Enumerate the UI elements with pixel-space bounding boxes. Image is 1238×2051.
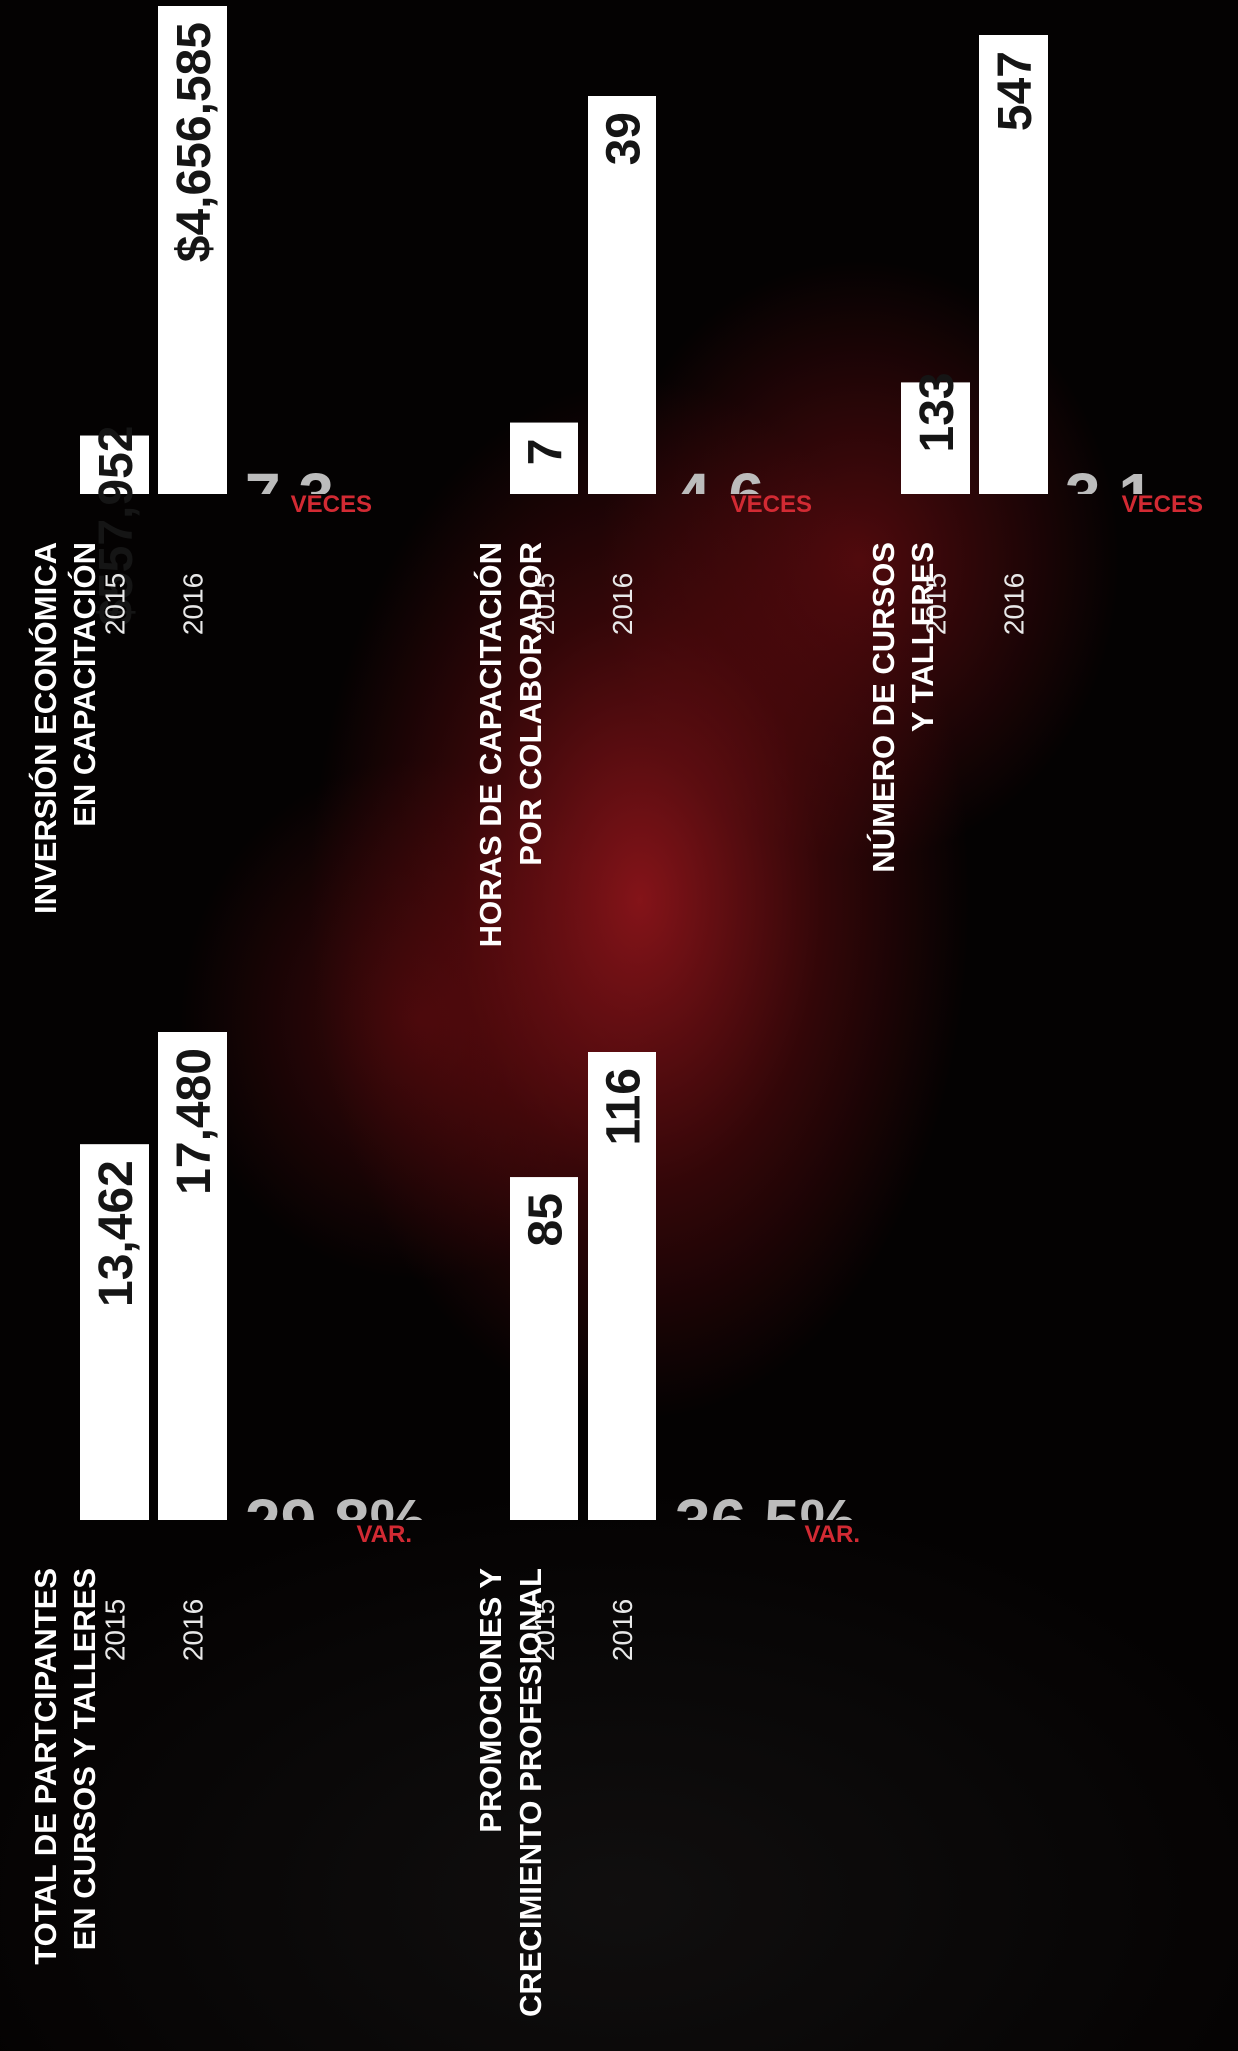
year-label: 2015: [529, 1599, 560, 1661]
change-suffix: VECES: [731, 491, 812, 518]
year-label: 2016: [178, 573, 209, 635]
chart-5: 85 2015 116 2016 PROMOCIONES Y CRECIMIENTO PR…: [473, 1052, 860, 2017]
bar-value-label: 547: [989, 51, 1042, 131]
bar-value-label: 116: [597, 1068, 650, 1145]
change-value: 29.8%: [245, 1486, 426, 1558]
year-label: 2016: [999, 573, 1030, 635]
bar-2015: [80, 1144, 149, 1520]
bar-value-label: $4,656,585: [168, 22, 221, 262]
bar-value-label: 13,462: [90, 1160, 143, 1307]
bar-2016: [588, 96, 656, 494]
year-label: 2015: [100, 1599, 131, 1661]
change-value: 36.5%: [675, 1486, 856, 1558]
bar-value-label: 133: [911, 372, 964, 452]
bar-value-label: $557,952: [90, 426, 143, 626]
chart-title-line: EN CURSOS Y TALLERES: [67, 1568, 102, 1950]
bar-2015: [80, 435, 149, 494]
bar-2016: [979, 35, 1048, 494]
bar-value-label: 7: [519, 439, 572, 466]
bar-value-label: 17,480: [168, 1048, 221, 1195]
chart-3: 133 2015 547 2016 NÚMERO DE CURSOS Y TALLERES…: [865, 35, 1203, 873]
chart-title-line: TOTAL DE PARTCIPANTES: [28, 1568, 63, 1965]
chart-title-line: Y TALLERES: [905, 542, 940, 732]
change-suffix: VECES: [1122, 491, 1203, 518]
chart-title-line: EN CAPACITACIÓN: [66, 542, 102, 827]
change-value: 4.6: [675, 460, 764, 532]
year-label: 2016: [607, 1599, 638, 1661]
change-suffix: VECES: [291, 491, 372, 518]
chart-title-line: NÚMERO DE CURSOS: [865, 542, 901, 873]
bar-value-label: 39: [597, 112, 650, 165]
change-suffix: VAR.: [356, 1521, 412, 1548]
bar-2015: [510, 1177, 578, 1520]
bar-2016: [158, 6, 227, 494]
chart-4: 13,462 2015 17,480 2016 TOTAL DE PARTCIPANTE…: [28, 1032, 426, 1965]
bar-2016: [588, 1052, 656, 1520]
chart-title-line: POR COLABORADOR: [513, 542, 548, 866]
chart-title-line: HORAS DE CAPACITACIÓN: [472, 542, 508, 947]
chart-title-line: CRECIMIENTO PROFESIONAL: [513, 1568, 548, 2017]
bar-2016: [158, 1032, 227, 1520]
year-label: 2015: [921, 573, 952, 635]
chart-title-line: PROMOCIONES Y: [473, 1568, 508, 1833]
change-value: 3.1: [1065, 460, 1154, 532]
change-suffix: VAR.: [804, 1521, 860, 1548]
bar-value-label: 85: [519, 1193, 572, 1246]
bar-2015: [901, 382, 970, 494]
bar-2015: [510, 422, 578, 494]
year-label: 2015: [100, 573, 131, 635]
chart-title-line: INVERSIÓN ECONÓMICA: [27, 542, 63, 914]
year-label: 2016: [178, 1599, 209, 1661]
chart-2: 7 2015 39 2016 HORAS DE CAPACITACIÓN POR COLA…: [472, 96, 812, 947]
year-label: 2016: [607, 573, 638, 635]
change-value: 7.3: [245, 460, 334, 532]
year-label: 2015: [529, 573, 560, 635]
